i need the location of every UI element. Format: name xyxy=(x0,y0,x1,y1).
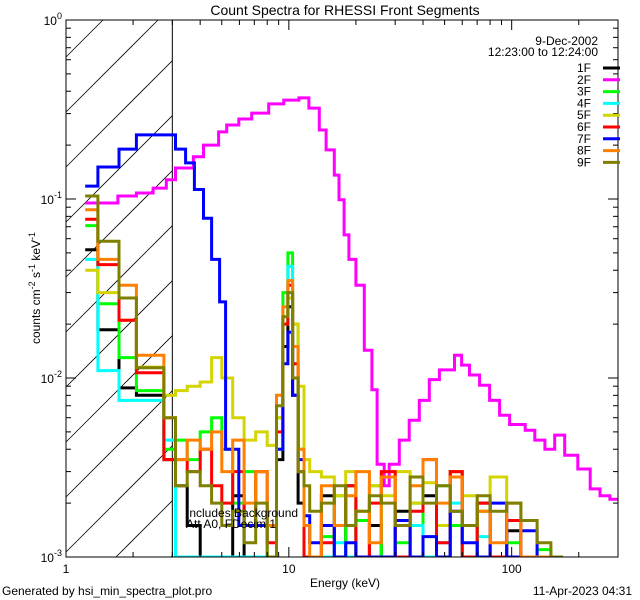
legend-label-7F: 7F xyxy=(577,132,591,146)
series-line-8F xyxy=(85,208,563,557)
legend-label-8F: 8F xyxy=(577,144,591,158)
y-tick-label: 10-1 xyxy=(41,190,62,207)
series-line-9F xyxy=(85,194,563,557)
footer-timestamp: 11-Apr-2023 04:31 xyxy=(533,584,633,598)
legend-label-6F: 6F xyxy=(577,120,591,134)
x-axis-label: Energy (keV) xyxy=(310,576,380,590)
hatch-line xyxy=(65,19,159,113)
y-tick-label: 10-3 xyxy=(41,548,62,565)
plot-frame xyxy=(65,19,619,558)
annotation-attenuator: Att A0, FDecim 1 xyxy=(186,517,276,531)
series-group xyxy=(85,96,618,557)
y-tick-labels: 100 10-1 10-2 10-3 xyxy=(41,11,62,565)
legend-time-range: 12:23:00 to 12:24:00 xyxy=(488,45,598,59)
legend-label-1F: 1F xyxy=(577,61,591,75)
series-line-3F xyxy=(85,224,563,557)
legend-date: 9-Dec-2002 xyxy=(535,34,598,48)
annotation-background: Includes Background xyxy=(186,506,298,520)
series-line-2F xyxy=(85,96,618,501)
legend-label-3F: 3F xyxy=(577,85,591,99)
hatch-line xyxy=(65,19,104,58)
hatch-line xyxy=(65,445,173,553)
chart-title: Count Spectra for RHESSI Front Segments xyxy=(210,2,479,18)
hatch-line xyxy=(65,60,173,168)
y-tick-label: 100 xyxy=(44,11,62,28)
legend-label-9F: 9F xyxy=(577,155,591,169)
x-tick-label: 1 xyxy=(63,562,70,576)
legend-label-2F: 2F xyxy=(577,73,591,87)
hatch-line xyxy=(115,500,173,558)
axis-ticks xyxy=(65,20,619,558)
x-tick-label: 100 xyxy=(502,562,522,576)
y-axis-label: counts cm-2 s-1 keV-1 xyxy=(27,232,43,344)
legend-label-4F: 4F xyxy=(577,96,591,110)
footer-generated-by: Generated by hsi_min_spectra_plot.pro xyxy=(2,584,212,598)
hatch-line xyxy=(65,390,173,498)
x-tick-labels: 1 10 100 xyxy=(63,562,522,576)
hatch-line xyxy=(65,115,173,223)
x-tick-label: 10 xyxy=(282,562,296,576)
series-line-7F xyxy=(85,133,563,557)
legend-label-5F: 5F xyxy=(577,108,591,122)
y-tick-label: 10-2 xyxy=(41,369,62,386)
